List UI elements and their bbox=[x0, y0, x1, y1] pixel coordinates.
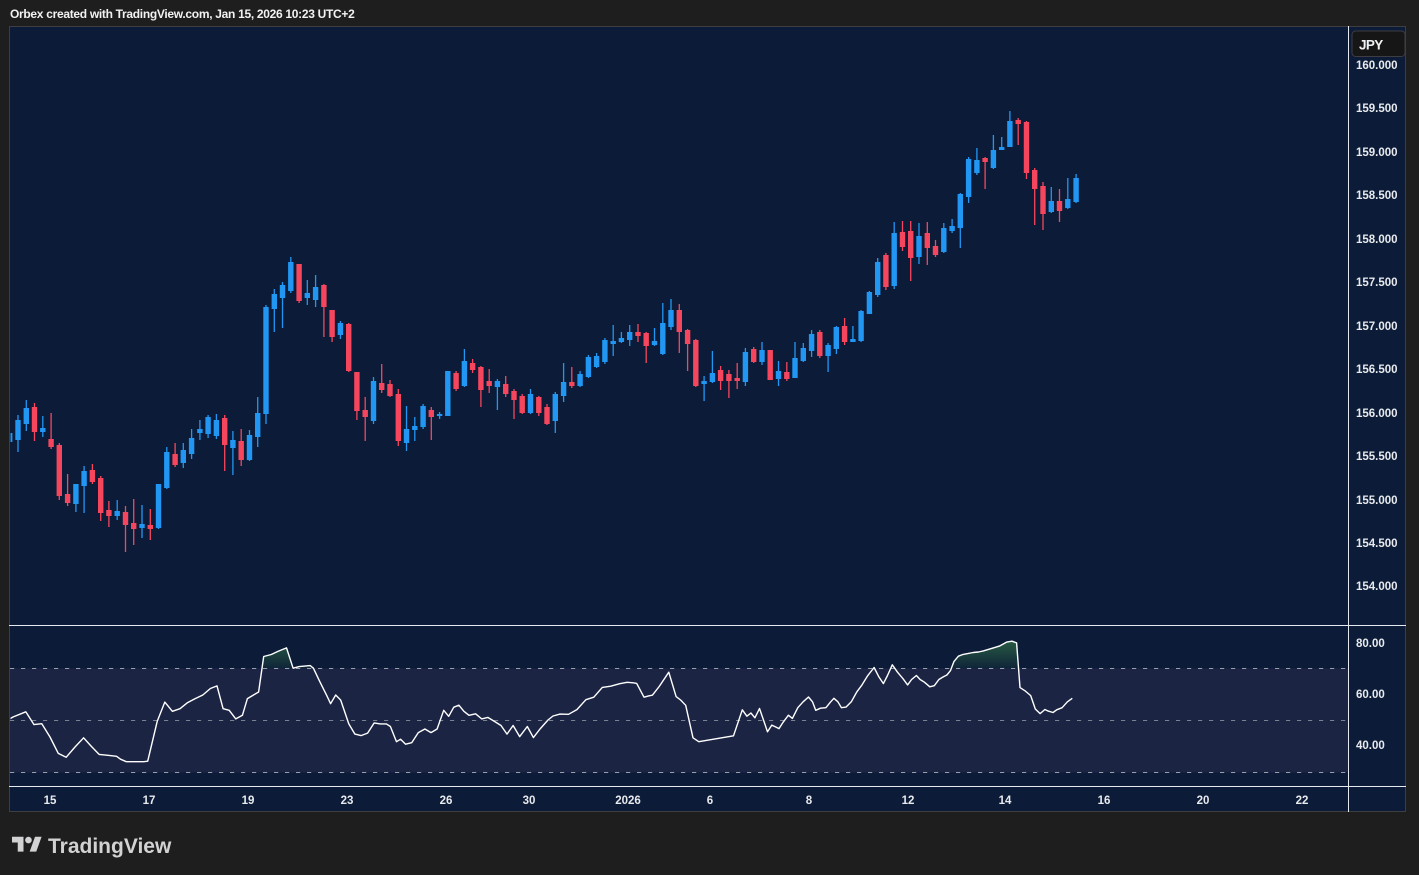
svg-text:2026: 2026 bbox=[615, 795, 641, 807]
svg-text:158.000: 158.000 bbox=[1356, 234, 1398, 246]
svg-text:Orbex created with TradingView: Orbex created with TradingView.com, Jan … bbox=[10, 7, 355, 21]
svg-text:30: 30 bbox=[523, 795, 536, 807]
svg-text:19: 19 bbox=[242, 795, 255, 807]
svg-text:8: 8 bbox=[806, 795, 813, 807]
svg-text:16: 16 bbox=[1098, 795, 1111, 807]
svg-text:159.000: 159.000 bbox=[1356, 147, 1398, 159]
svg-text:158.500: 158.500 bbox=[1356, 190, 1398, 202]
svg-text:26: 26 bbox=[440, 795, 453, 807]
svg-text:155.000: 155.000 bbox=[1356, 495, 1398, 507]
svg-text:60.00: 60.00 bbox=[1356, 689, 1385, 701]
svg-text:160.000: 160.000 bbox=[1356, 60, 1398, 72]
svg-text:80.00: 80.00 bbox=[1356, 638, 1385, 650]
svg-text:40.00: 40.00 bbox=[1356, 740, 1385, 752]
svg-text:14: 14 bbox=[999, 795, 1012, 807]
svg-text:TradingView: TradingView bbox=[48, 835, 172, 858]
svg-text:159.500: 159.500 bbox=[1356, 103, 1398, 115]
svg-text:23: 23 bbox=[341, 795, 354, 807]
svg-text:155.500: 155.500 bbox=[1356, 451, 1398, 463]
svg-text:22: 22 bbox=[1296, 795, 1309, 807]
svg-text:156.000: 156.000 bbox=[1356, 408, 1398, 420]
svg-text:154.000: 154.000 bbox=[1356, 581, 1398, 593]
svg-text:17: 17 bbox=[143, 795, 156, 807]
svg-text:156.500: 156.500 bbox=[1356, 364, 1398, 376]
svg-text:12: 12 bbox=[902, 795, 915, 807]
svg-text:6: 6 bbox=[707, 795, 713, 807]
svg-text:157.000: 157.000 bbox=[1356, 321, 1398, 333]
svg-text:154.500: 154.500 bbox=[1356, 538, 1398, 550]
svg-text:JPY: JPY bbox=[1359, 38, 1383, 53]
svg-text:20: 20 bbox=[1197, 795, 1210, 807]
svg-text:157.500: 157.500 bbox=[1356, 277, 1398, 289]
svg-text:15: 15 bbox=[44, 795, 57, 807]
